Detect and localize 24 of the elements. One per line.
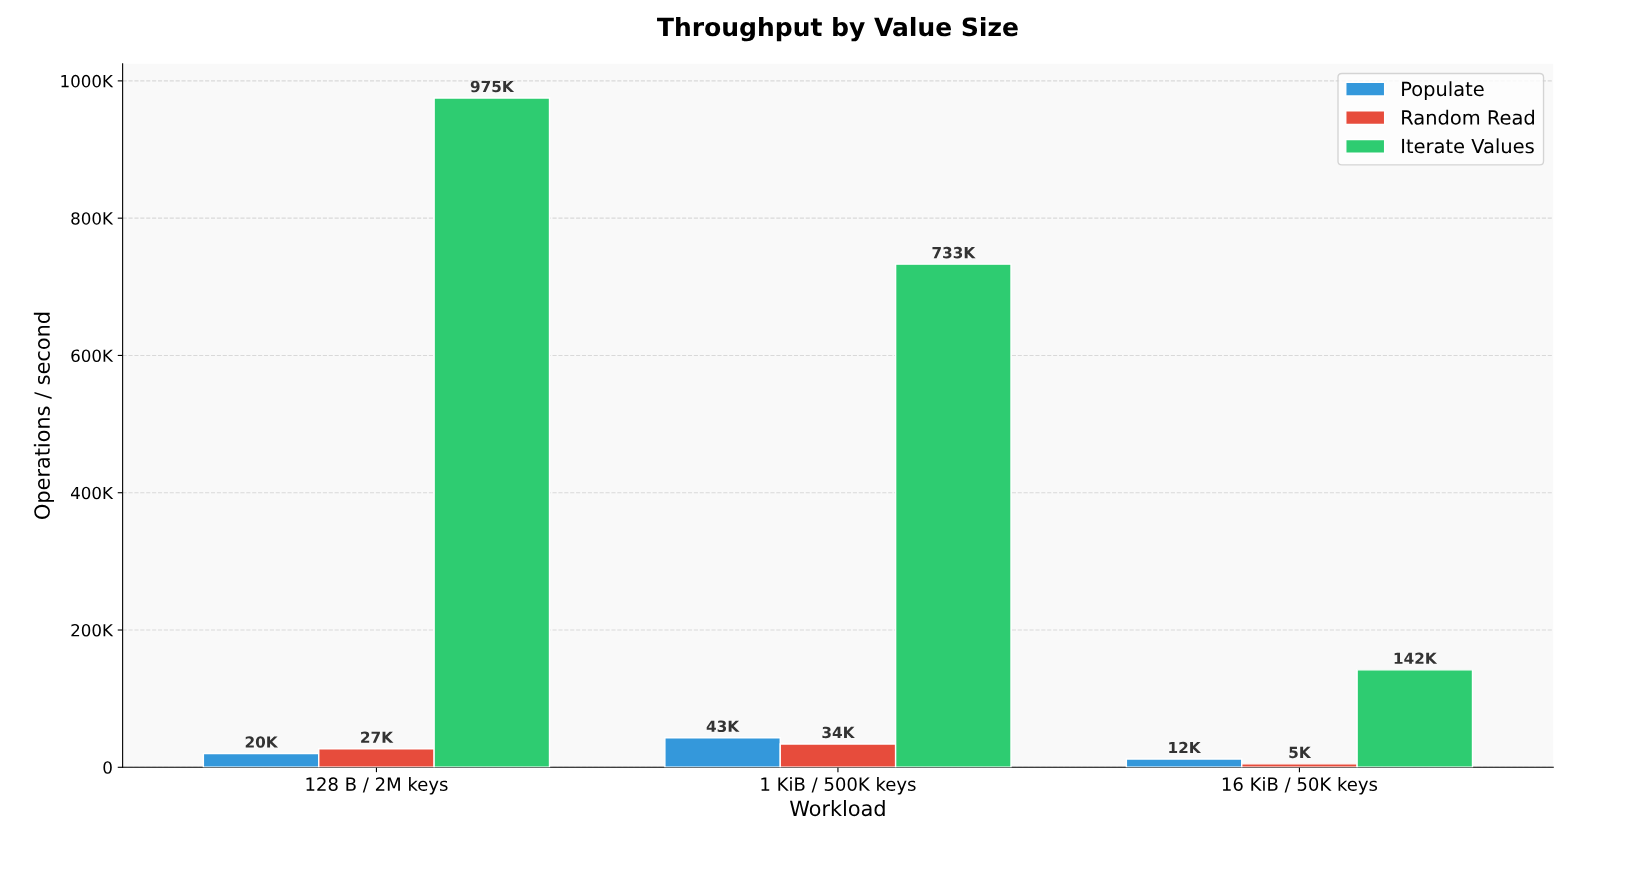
x-tick-label: 16 KiB / 50K keys — [1222, 777, 1378, 795]
data-label: 20K — [245, 736, 279, 748]
legend-label: Random Read — [1402, 109, 1534, 125]
y-tick-label: 0 — [103, 761, 112, 774]
x-axis-title: Workload — [789, 800, 885, 817]
x-tick-label: 128 B / 2M keys — [306, 777, 448, 795]
data-label: 12K — [1169, 741, 1202, 754]
y-tick-label: 800K — [71, 212, 114, 225]
legend-label: Populate — [1402, 81, 1484, 101]
data-label: 142K — [1394, 652, 1438, 664]
data-label: 43K — [706, 720, 740, 733]
data-label: 34K — [822, 726, 855, 739]
x-tick-label: 1 KiB / 500K keys — [761, 777, 916, 795]
y-tick-label: 600K — [71, 349, 114, 363]
y-tick-label: 200K — [71, 623, 114, 637]
y-axis-title: Operations / second — [33, 312, 54, 519]
legend-label: Iterate Values — [1402, 138, 1534, 154]
data-label: 733K — [932, 246, 976, 259]
y-tick-label: 1000K — [61, 74, 114, 88]
data-label: 5K — [1289, 746, 1312, 759]
data-label: 975K — [470, 80, 515, 93]
y-tick-label: 400K — [70, 486, 114, 500]
chart-title: Throughput by Value Size — [657, 16, 1018, 42]
data-label: 27K — [361, 731, 394, 743]
